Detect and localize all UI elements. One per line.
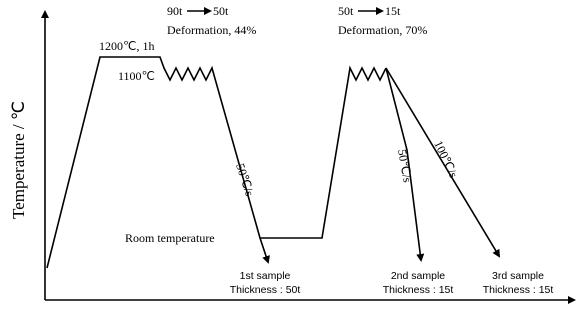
hold-label: 1200℃, 1h: [99, 39, 154, 53]
sample-thickness: Thickness : 15t: [383, 284, 454, 296]
thickness-to: 50t: [213, 4, 229, 18]
deformation: Deformation, 44%: [167, 23, 256, 37]
cooling-rate: 100℃/s: [431, 138, 461, 180]
process-path: [46, 56, 387, 269]
room-temperature: Room temperature: [125, 231, 215, 245]
sample-thickness: Thickness : 15t: [483, 284, 554, 296]
sample-name: 1st sample: [240, 270, 291, 282]
thickness-from: 50t: [338, 4, 354, 18]
cooling-rate: 50℃/s: [233, 162, 257, 198]
cooling-arrow: [385, 67, 501, 258]
deformation: Deformation, 70%: [338, 23, 427, 37]
sample-name: 2nd sample: [391, 270, 445, 282]
sample-name: 3rd sample: [492, 270, 544, 282]
deform-temp: 1100℃: [118, 69, 155, 83]
y-axis-label: Temperature / ℃: [9, 101, 28, 219]
sample-thickness: Thickness : 50t: [230, 284, 301, 296]
cooling-arrow: [385, 67, 425, 262]
cooling-arrow: [259, 237, 270, 264]
cooling-rate: 50℃/s: [395, 148, 415, 184]
thickness-to: 15t: [385, 4, 401, 18]
thickness-from: 90t: [167, 4, 183, 18]
